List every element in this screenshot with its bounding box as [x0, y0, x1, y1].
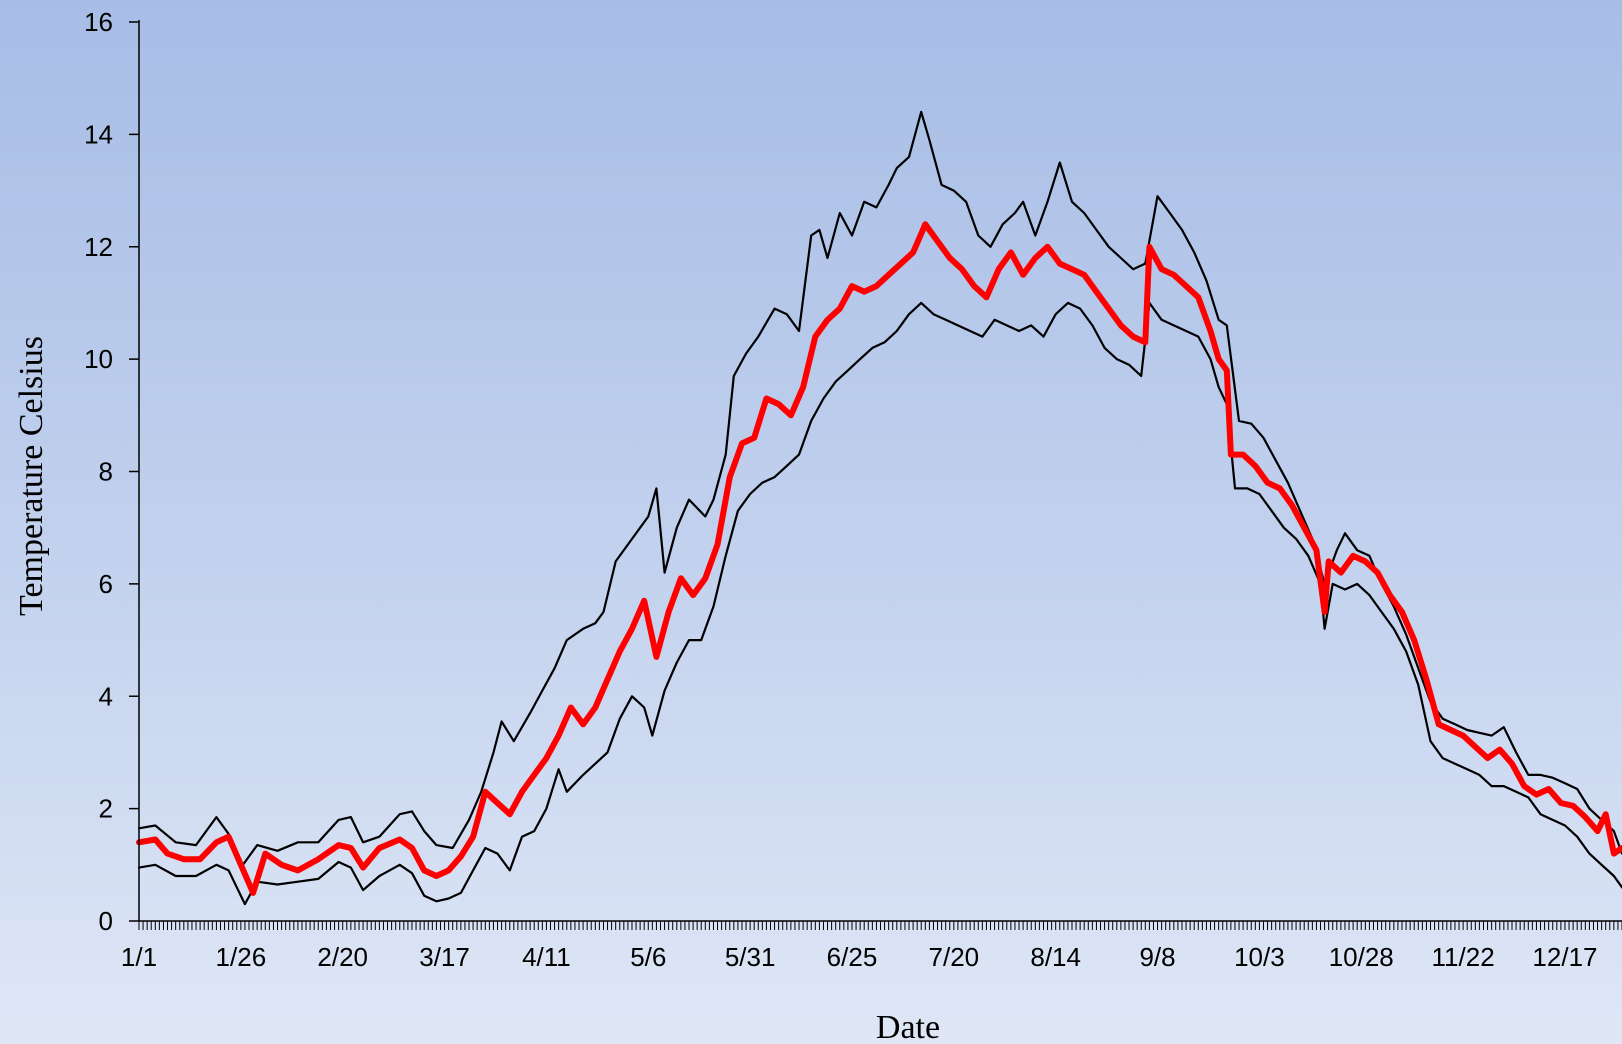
- series-lower-line: [137, 301, 1622, 906]
- y-tick-label: 2: [99, 794, 113, 824]
- x-tick-label: 9/8: [1139, 942, 1175, 972]
- series-layer: [136, 110, 1622, 906]
- x-tick-label: 1/1: [121, 942, 157, 972]
- series-upper-line: [137, 110, 1622, 869]
- x-tick-label: 5/31: [725, 942, 776, 972]
- x-tick-label: 8/14: [1030, 942, 1081, 972]
- x-tick-label: 7/20: [929, 942, 980, 972]
- x-tick-label: 10/28: [1329, 942, 1394, 972]
- x-tick-label: 4/11: [522, 942, 571, 972]
- y-tick-label: 0: [99, 906, 113, 936]
- y-tick-label: 8: [99, 457, 113, 487]
- x-tick-label: 2/20: [317, 942, 368, 972]
- y-tick-label: 4: [99, 681, 113, 711]
- x-axis: 1/1 1/26 2/20 3/17 4/11 5/6 5/31 6/25 7/20 8/14 9/…: [121, 920, 1622, 972]
- y-tick-label: 6: [99, 569, 113, 599]
- series-mean-line: [136, 221, 1622, 896]
- x-tick-label: 10/3: [1234, 942, 1285, 972]
- y-tick-label: 14: [84, 119, 113, 149]
- x-minor-ticks: [138, 921, 1622, 930]
- x-tick-label: 12/17: [1532, 942, 1597, 972]
- x-axis-title: Date: [876, 1009, 940, 1044]
- y-tick-label: 10: [84, 344, 113, 374]
- x-tick-label: 6/25: [827, 942, 878, 972]
- x-tick-label: 1/26: [216, 942, 267, 972]
- y-tick-label: 16: [84, 7, 113, 37]
- y-axis: 0 2 4 6 8 10 12 14 16: [84, 7, 140, 936]
- y-tick-label: 12: [84, 232, 113, 262]
- x-tick-label: 3/17: [419, 942, 470, 972]
- plot-area: [136, 110, 1622, 906]
- y-axis-title: Temperature Celsius: [13, 336, 50, 616]
- x-tick-label: 5/6: [630, 942, 666, 972]
- x-tick-label: 11/22: [1432, 942, 1495, 972]
